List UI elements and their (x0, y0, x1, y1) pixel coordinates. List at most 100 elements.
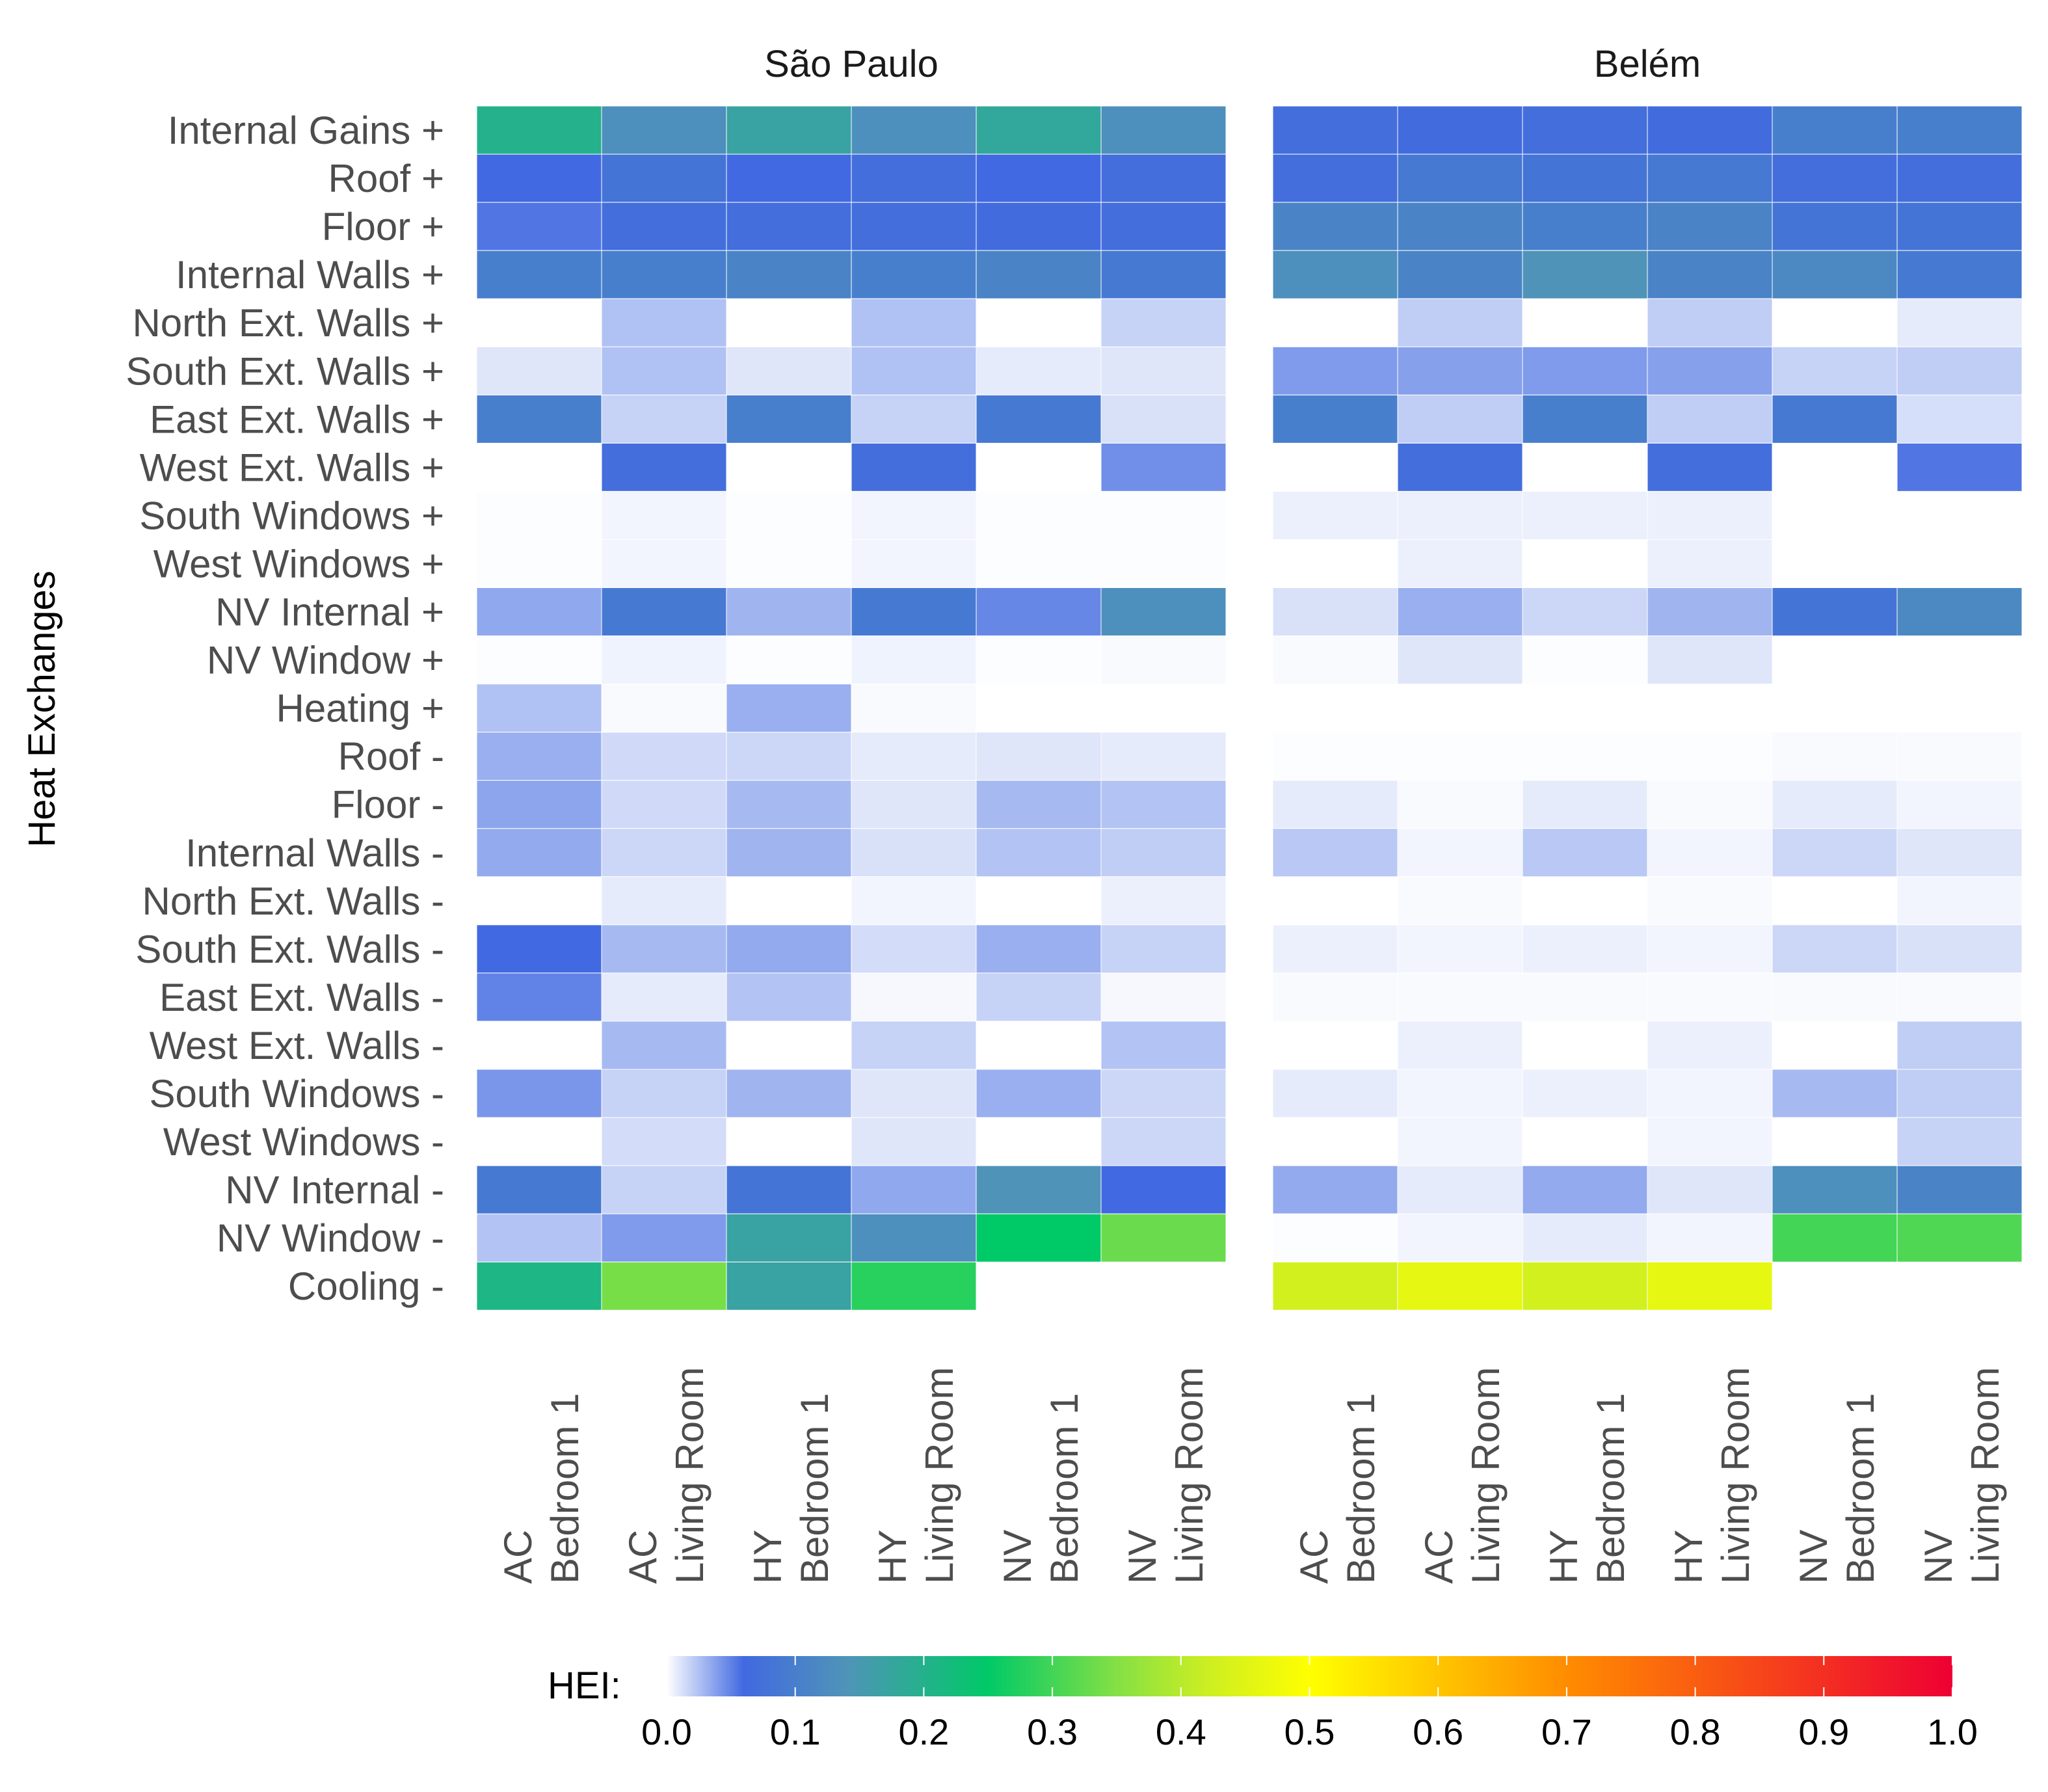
heatmap-cell (1522, 828, 1648, 877)
heatmap-cell (851, 780, 977, 829)
heatmap-cell (601, 1165, 727, 1214)
heatmap-cell (476, 202, 602, 251)
heatmap-cell (601, 972, 727, 1022)
heatmap-cell (976, 780, 1102, 829)
heatmap-cell (1647, 587, 1773, 637)
heatmap-cell (601, 828, 727, 877)
heatmap-cell (1647, 394, 1773, 444)
column-label: AC Bedroom 1 (496, 1393, 587, 1585)
row-label: Cooling - (288, 1264, 444, 1308)
heatmap-cell (1647, 298, 1773, 347)
heatmap-cell (601, 876, 727, 926)
heatmap-cell (601, 635, 727, 685)
heatmap-cell (601, 732, 727, 781)
facet-title: São Paulo (764, 43, 938, 85)
heatmap-cell (1522, 1069, 1648, 1118)
heatmap-cell (726, 924, 852, 974)
heatmap-cell (851, 684, 977, 733)
heatmap-cell (1896, 780, 2023, 829)
heatmap-cell (601, 202, 727, 251)
heatmap-cell (601, 250, 727, 299)
heatmap-cell (726, 732, 852, 781)
heatmap-cell (1522, 394, 1648, 444)
heatmap-cell (1896, 105, 2023, 155)
legend-tick-label: 0.5 (1284, 1711, 1335, 1752)
heatmap-cell (601, 346, 727, 395)
column-label: HY Bedroom 1 (746, 1393, 836, 1585)
facet-title: Belém (1594, 43, 1701, 85)
heatmap-cell (1397, 828, 1523, 877)
column-label-room: Living Room (1963, 1367, 2007, 1585)
heatmap-cell (1896, 1165, 2023, 1214)
heatmap-cell (1397, 1069, 1523, 1118)
heatmap-cell (1272, 732, 1398, 781)
heatmap-cell (1397, 346, 1523, 395)
row-label: NV Internal + (215, 591, 444, 634)
heatmap-cell (1272, 154, 1398, 203)
heatmap-cell (1397, 972, 1523, 1022)
heatmap-cell (476, 635, 602, 685)
heatmap-cell (1647, 539, 1773, 589)
heatmap-cell (851, 298, 977, 347)
column-label: NV Bedroom 1 (1792, 1393, 1882, 1585)
heatmap-cell (601, 1069, 727, 1118)
heatmap-cell (1896, 828, 2023, 877)
heatmap-cell (1397, 1117, 1523, 1166)
heatmap-cell (851, 972, 977, 1022)
heatmap-cell (1772, 732, 1898, 781)
heatmap-cell (1100, 1213, 1227, 1263)
heatmap-cell (476, 539, 602, 589)
heatmap-cell (1272, 1165, 1398, 1214)
heatmap-cell (1772, 250, 1898, 299)
legend-tick-label: 0.4 (1156, 1711, 1206, 1752)
heatmap-cell (1397, 587, 1523, 637)
row-label: North Ext. Walls + (132, 301, 444, 345)
heatmap-cell (1772, 1213, 1898, 1263)
heatmap-cell (1397, 490, 1523, 540)
heatmap-cell (1397, 394, 1523, 444)
heatmap-cell (1647, 154, 1773, 203)
row-label: NV Internal - (225, 1168, 444, 1212)
heatmap-cell (1272, 924, 1398, 974)
heatmap-cell (851, 1117, 977, 1166)
heatmap-cell (1272, 828, 1398, 877)
heatmap-cell (1272, 1213, 1398, 1263)
column-label-room: Bedroom 1 (1339, 1393, 1383, 1585)
heatmap-cell (851, 250, 977, 299)
heatmap-cell (1772, 972, 1898, 1022)
heatmap-cell (1522, 202, 1648, 251)
heatmap-cell (976, 394, 1102, 444)
row-label: Roof - (338, 735, 444, 779)
heatmap-cell (1647, 924, 1773, 974)
row-label: NV Window - (217, 1216, 444, 1260)
heatmap-cell (601, 924, 727, 974)
heatmap-cell (726, 828, 852, 877)
column-label-strategy: NV (1917, 1530, 1960, 1584)
heatmap-cell (1100, 298, 1227, 347)
heatmap-cell (1647, 1069, 1773, 1118)
row-label: East Ext. Walls - (159, 976, 444, 1019)
heatmap-cell (851, 1213, 977, 1263)
heatmap-cell (1522, 732, 1648, 781)
heatmap-cell (1896, 250, 2023, 299)
heatmap-cell (1522, 924, 1648, 974)
heatmap-cell (601, 1021, 727, 1070)
heatmap-cell (1896, 924, 2023, 974)
heatmap-cell (1272, 394, 1398, 444)
heatmap-cell (851, 1165, 977, 1214)
row-label: NV Window + (207, 639, 444, 682)
heatmap-cell (1272, 1069, 1398, 1118)
heatmap-cell (1397, 250, 1523, 299)
heatmap-cell (1647, 635, 1773, 685)
heatmap-cell (1647, 105, 1773, 155)
heatmap-cell (1100, 346, 1227, 395)
column-label-strategy: AC (1292, 1530, 1336, 1584)
heatmap-cell (1522, 154, 1648, 203)
column-label: HY Living Room (871, 1367, 961, 1585)
heatmap-cell (1100, 635, 1227, 685)
column-label-room: Living Room (668, 1367, 711, 1585)
legend-tick-label: 0.7 (1541, 1711, 1592, 1752)
heatmap-cell (1397, 1213, 1523, 1263)
row-label: Internal Walls - (185, 831, 444, 875)
heatmap-cell (1522, 105, 1648, 155)
